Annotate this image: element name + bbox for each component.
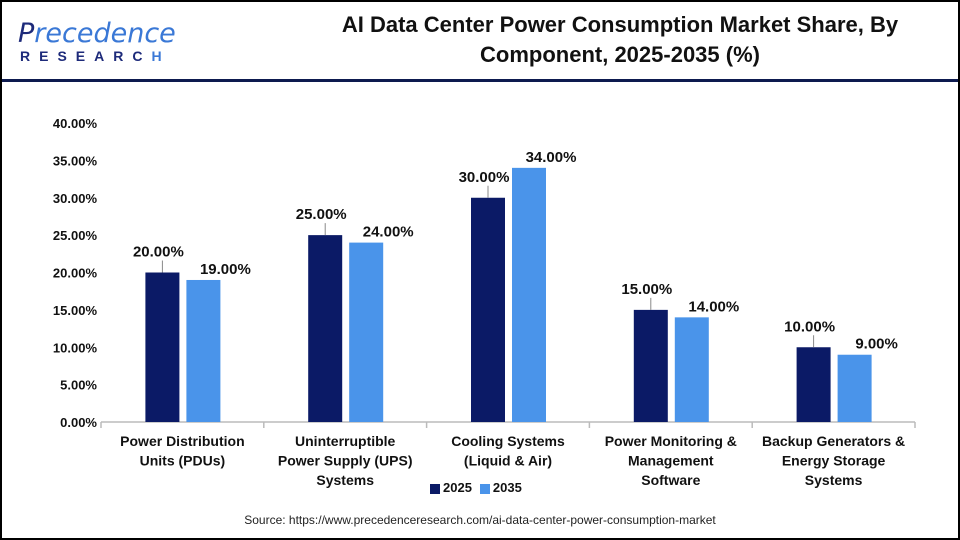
x-tick-label: Backup Generators & (762, 433, 905, 449)
title-line-1: AI Data Center Power Consumption Market … (341, 12, 899, 37)
data-label: 14.00% (688, 298, 739, 315)
legend-swatch-2025 (430, 483, 440, 494)
data-label: 30.00% (459, 169, 510, 186)
y-tick-label: 30.00% (53, 191, 98, 206)
logo: Precedence RESEARCH (18, 18, 176, 65)
data-label: 20.00% (133, 244, 184, 261)
y-tick-label: 0.00% (60, 415, 97, 430)
y-tick-label: 10.00% (53, 340, 98, 355)
y-tick-label: 40.00% (53, 116, 98, 131)
data-label: 34.00% (526, 149, 577, 166)
x-tick-label: Energy Storage (782, 453, 886, 469)
title-line-2: Component, 2025-2035 (%) (480, 42, 760, 67)
y-tick-label: 35.00% (53, 153, 98, 168)
bar-2035 (186, 279, 221, 422)
legend-item-2035: 2035 (479, 480, 522, 495)
data-label: 25.00% (296, 206, 347, 223)
data-label: 10.00% (784, 318, 835, 335)
x-tick-label: Power Distribution (120, 433, 244, 449)
data-label: 24.00% (363, 224, 414, 241)
bar-2035 (837, 354, 872, 422)
chart-title: AI Data Center Power Consumption Market … (300, 10, 940, 70)
legend-label: 2035 (492, 480, 522, 495)
logo-subtext-h: H (151, 48, 171, 64)
bar-2035 (512, 167, 546, 422)
legend-label: 2025 (443, 480, 472, 495)
x-tick-label: (Liquid & Air) (464, 453, 552, 469)
y-tick-label: 5.00% (60, 378, 97, 393)
x-tick-label: Units (PDUs) (140, 453, 226, 469)
x-tick-label: Uninterruptible (295, 433, 396, 449)
x-tick-label: Systems (316, 472, 374, 488)
x-tick-label: Management (628, 453, 714, 469)
bar-2025 (145, 272, 180, 422)
logo-subtext: RESEARC (20, 48, 152, 64)
bar-2035 (674, 317, 709, 422)
x-tick-label: Software (641, 472, 700, 488)
bar-2025 (633, 309, 668, 422)
y-tick-label: 25.00% (53, 228, 98, 243)
x-tick-label: Systems (805, 472, 863, 488)
data-label: 19.00% (200, 261, 251, 278)
x-tick-label: Power Monitoring & (605, 433, 737, 449)
logo-text-rest: recedence (34, 18, 176, 49)
x-tick-label: Power Supply (UPS) (278, 453, 413, 469)
legend-item-2025: 2025 (430, 480, 472, 495)
bar-2025 (796, 347, 831, 422)
legend: 2025 2035 (430, 480, 522, 495)
legend-swatch-2035 (479, 483, 490, 494)
y-tick-label: 20.00% (53, 266, 98, 281)
x-tick-label: Cooling Systems (451, 433, 565, 449)
source-text: Source: https://www.precedenceresearch.c… (244, 513, 716, 527)
logo-text: P (18, 18, 35, 49)
data-label: 9.00% (855, 336, 898, 353)
header-divider (2, 79, 958, 82)
bar-2035 (349, 242, 384, 422)
bar-2025 (471, 197, 505, 422)
y-tick-label: 15.00% (53, 303, 98, 318)
data-label: 15.00% (621, 281, 672, 298)
bar-2025 (308, 235, 343, 422)
